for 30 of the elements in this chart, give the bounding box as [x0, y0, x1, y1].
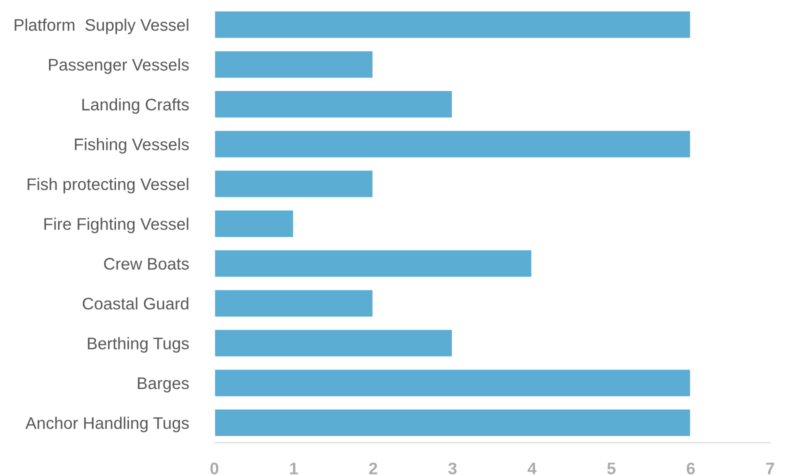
bar: [214, 50, 374, 80]
bar: [214, 169, 374, 199]
y-tick-label: Landing Crafts: [82, 98, 189, 114]
y-tick-label: Passenger Vessels: [49, 58, 189, 74]
x-tick-label: 7: [766, 462, 774, 474]
x-tick-label: 6: [686, 462, 695, 474]
bar: [214, 129, 692, 159]
bar: [214, 248, 533, 278]
y-tick-label: Fish protecting Vessel: [28, 178, 188, 194]
x-tick-label: 1: [290, 462, 298, 474]
x-tick-label: 5: [607, 462, 616, 474]
bar: [214, 328, 454, 358]
y-tick-label: Coastal Guard: [82, 297, 188, 310]
bar: [214, 10, 692, 40]
bar: [214, 408, 692, 438]
bar: [214, 368, 692, 398]
x-tick-label: 4: [528, 462, 537, 474]
y-tick-label: Berthing Tugs: [88, 337, 189, 353]
bar: [214, 209, 294, 238]
bar: [214, 288, 374, 318]
x-tick-label: 3: [448, 462, 457, 474]
x-tick-label: 2: [369, 462, 378, 474]
y-tick-label: Anchor Handling Tugs: [25, 416, 189, 432]
y-tick-label: Fishing Vessels: [74, 138, 189, 154]
y-tick-label: Barges: [138, 378, 189, 392]
y-tick-label: Crew Boats: [104, 258, 189, 270]
y-tick-label: Platform Supply Vessel: [14, 18, 188, 34]
bar: [214, 90, 454, 119]
y-tick-label: Fire Fighting Vessel: [44, 218, 188, 234]
x-tick-label: 0: [210, 462, 218, 474]
